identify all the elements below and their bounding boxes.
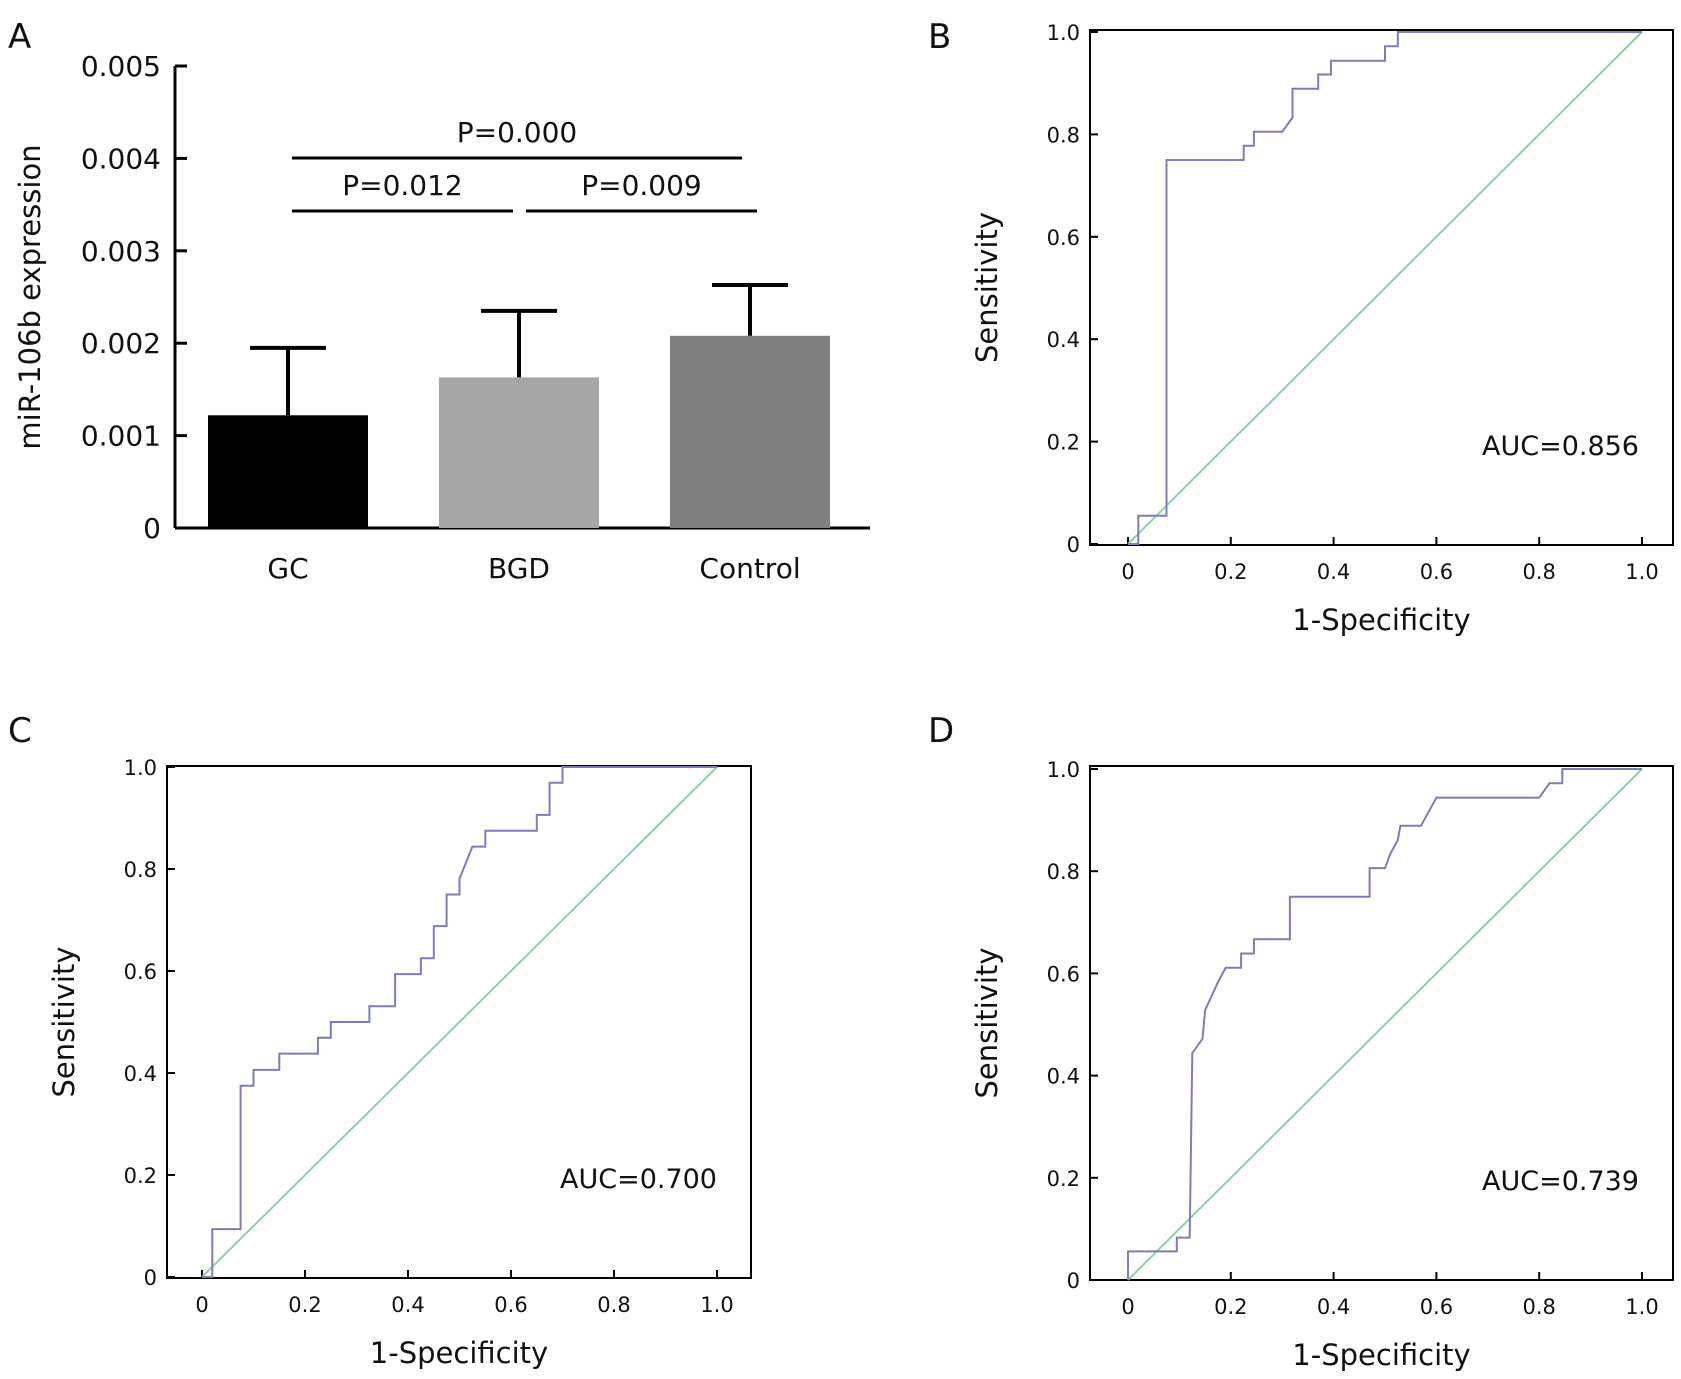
x-tick-label: 0.4 (1317, 560, 1350, 584)
roc-chart-b: 0 0.2 0.4 0.6 0.8 1.0 0 0.2 0.4 0.6 0.8 1.0 1-Specif… (970, 21, 1674, 637)
x-tick-label: 0.2 (1214, 560, 1247, 584)
y-tick-label: 1.0 (1047, 21, 1080, 45)
y-axis-label: Sensitivity (970, 948, 1004, 1099)
reference-diagonal-line (1127, 768, 1643, 1281)
y-tick-label: 0.2 (124, 1164, 157, 1188)
x-category-label: BGD (488, 552, 550, 585)
y-tick-label: 0.2 (1047, 431, 1080, 455)
x-tick-label: 0.2 (1214, 1295, 1247, 1319)
y-tick-label: 0.004 (81, 142, 161, 175)
y-tick-label: 0.002 (81, 327, 161, 360)
panel-b-label: B (928, 17, 951, 57)
x-tick-label: 0.8 (1522, 560, 1555, 584)
roc-chart-c: 0 0.2 0.4 0.6 0.8 1.0 0 0.2 0.4 0.6 0.8 1.0 1-Specif… (47, 756, 752, 1370)
y-tick-label: 0.005 (81, 50, 161, 83)
y-tick-label: 0.6 (124, 960, 157, 984)
roc-chart-d: 0 0.2 0.4 0.6 0.8 1.0 0 0.2 0.4 0.6 0.8 1.0 1-Specif… (970, 758, 1674, 1372)
y-tick-label: 0.8 (1047, 860, 1080, 884)
y-tick-label: 1.0 (1047, 758, 1080, 782)
y-tick-label: 0.8 (124, 858, 157, 882)
auc-annotation: AUC=0.739 (1482, 1166, 1639, 1197)
y-tick-label: 0.4 (124, 1062, 157, 1086)
panel-d-label: D (928, 711, 954, 751)
auc-annotation: AUC=0.700 (560, 1164, 717, 1195)
x-tick-label: 0 (1121, 560, 1134, 584)
x-axis-label: 1-Specificity (1292, 603, 1470, 637)
x-tick-label: 0 (1121, 1295, 1134, 1319)
y-tick-label: 0 (1067, 1269, 1080, 1293)
x-axis-label: 1-Specificity (1292, 1338, 1470, 1372)
panel-c-label: C (8, 711, 32, 751)
y-axis-label: Sensitivity (970, 212, 1004, 363)
y-tick-label: 0 (144, 1266, 157, 1290)
auc-annotation: AUC=0.856 (1482, 431, 1639, 462)
x-tick-label: 0.2 (288, 1293, 321, 1317)
roc-curve (1128, 31, 1642, 545)
p-value-label: P=0.000 (457, 116, 578, 149)
y-tick-label: 0.001 (81, 420, 161, 453)
x-axis-label: 1-Specificity (370, 1336, 548, 1370)
reference-diagonal-line (201, 766, 718, 1278)
plot-frame (1089, 29, 1674, 546)
bar-bgd (439, 377, 599, 528)
y-tick-label: 0.8 (1047, 123, 1080, 147)
y-tick-label: 0 (143, 512, 161, 545)
bar-control (670, 335, 830, 528)
plot-frame (166, 765, 752, 1279)
roc-curve (1127, 768, 1642, 1280)
p-value-label: P=0.012 (342, 169, 463, 202)
y-tick-label: 0.6 (1047, 226, 1080, 250)
x-tick-label: 1.0 (700, 1293, 733, 1317)
reference-diagonal-line (1127, 31, 1643, 545)
x-tick-label: 0.6 (1420, 1295, 1453, 1319)
x-tick-label: 0.4 (1317, 1295, 1350, 1319)
y-tick-label: 0.6 (1047, 962, 1080, 986)
y-tick-label: 0.4 (1047, 1065, 1080, 1089)
x-tick-label: 0.6 (1420, 560, 1453, 584)
roc-curve (202, 766, 717, 1278)
y-axis-label: miR-106b expression (13, 144, 47, 449)
x-tick-label: 0.6 (494, 1293, 527, 1317)
bar-chart-a: 0 0.001 0.002 0.003 0.004 0.005 miR-106b expre… (13, 50, 870, 585)
x-tick-label: 1.0 (1625, 560, 1658, 584)
bar-gc (208, 415, 368, 528)
x-category-label: GC (267, 552, 308, 585)
x-tick-label: 1.0 (1625, 1295, 1658, 1319)
p-value-label: P=0.009 (581, 169, 702, 202)
y-tick-label: 0.4 (1047, 328, 1080, 352)
y-axis-label: Sensitivity (47, 947, 81, 1098)
panel-a-label: A (8, 17, 31, 57)
x-tick-label: 0.8 (597, 1293, 630, 1317)
x-tick-label: 0.4 (391, 1293, 424, 1317)
y-tick-label: 1.0 (124, 756, 157, 780)
plot-frame (1089, 765, 1674, 1281)
y-tick-label: 0.003 (81, 235, 161, 268)
x-tick-label: 0.8 (1522, 1295, 1555, 1319)
x-category-label: Control (699, 552, 800, 585)
x-tick-label: 0 (195, 1293, 208, 1317)
y-tick-label: 0 (1067, 533, 1080, 557)
y-tick-label: 0.2 (1047, 1167, 1080, 1191)
